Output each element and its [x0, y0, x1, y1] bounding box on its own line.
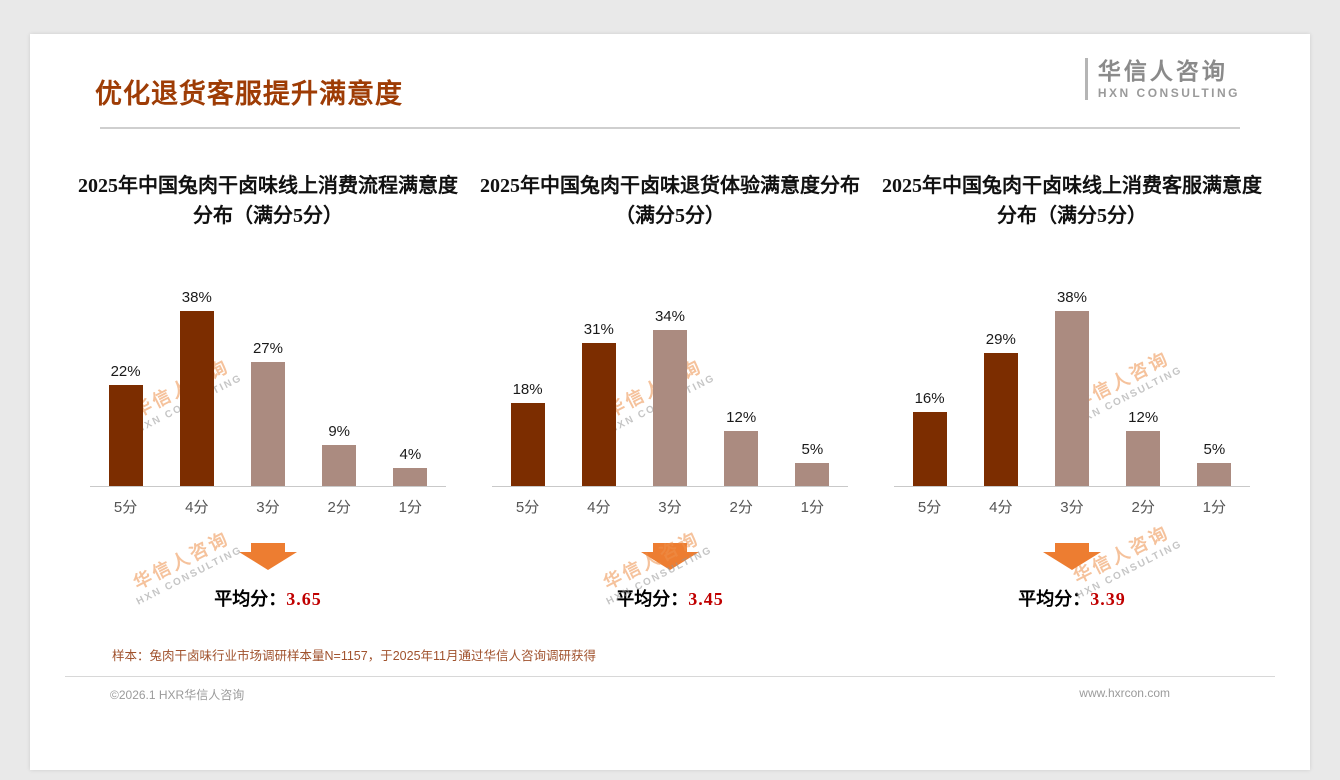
bar-group: 38%: [1040, 289, 1104, 486]
average-value: 3.65: [286, 589, 322, 609]
category-label: 5分: [917, 499, 942, 516]
bar: [1197, 463, 1232, 486]
down-arrow-icon: [1043, 543, 1101, 570]
bar: [652, 330, 687, 486]
bar: [179, 311, 214, 486]
bar: [581, 343, 616, 486]
bar: [912, 412, 947, 486]
bar-value-label: 29%: [985, 331, 1016, 348]
bar-group: 18%: [496, 381, 560, 486]
category-label: 2分: [1131, 499, 1155, 516]
bar-value-label: 5%: [1203, 441, 1226, 458]
logo-subtitle: HXN CONSULTING: [1097, 85, 1240, 100]
chart-title: 2025年中国兔肉干卤味退货体验满意度分布（满分5分）: [480, 175, 860, 227]
bar-group: 22%: [94, 363, 158, 486]
chart-plot-area: 16% 29% 38% 12% 5%: [894, 289, 1250, 487]
category-label: 5分: [515, 499, 540, 516]
charts-row: 2025年中国兔肉干卤味线上消费流程满意度分布（满分5分） 22% 38% 27% 9…: [30, 171, 1310, 611]
bar-chart: 2025年中国兔肉干卤味线上消费流程满意度分布（满分5分） 22% 38% 27% 9…: [72, 171, 464, 611]
average-label: 平均分：: [616, 589, 689, 609]
bar-chart: 2025年中国兔肉干卤味退货体验满意度分布（满分5分） 18% 31% 34% 12%…: [474, 171, 866, 611]
category-label: 4分: [587, 499, 611, 516]
category-label: 1分: [398, 499, 423, 516]
bar: [393, 468, 428, 486]
bar: [1054, 311, 1089, 486]
bar-value-label: 22%: [110, 363, 141, 380]
footer-website: www.hxrcon.com: [1079, 686, 1170, 700]
footer: ©2026.1 HXR华信人咨询 www.hxrcon.com: [65, 676, 1275, 703]
header-divider: [100, 127, 1240, 129]
company-logo: 华信人咨询 HXN CONSULTING: [1084, 58, 1240, 100]
bar-value-label: 38%: [181, 289, 212, 306]
footer-copyright: ©2026.1 HXR华信人咨询: [110, 688, 245, 702]
bar-group: 34%: [638, 308, 702, 486]
category-label: 2分: [729, 499, 753, 516]
average-value: 3.39: [1090, 589, 1126, 609]
page-title: 优化退货客服提升满意度: [95, 79, 403, 109]
arrow-container: [876, 543, 1268, 575]
bar-value-label: 5%: [801, 441, 824, 458]
bar-group: 4%: [378, 446, 442, 486]
bar-group: 27%: [236, 340, 300, 486]
bar-group: 5%: [1182, 441, 1246, 486]
category-label: 3分: [256, 499, 280, 516]
bar-value-label: 18%: [512, 381, 543, 398]
bar: [1126, 431, 1161, 486]
bar-value-label: 4%: [399, 446, 422, 463]
category-label: 3分: [658, 499, 682, 516]
down-arrow-icon: [239, 543, 297, 570]
chart-plot-area: 18% 31% 34% 12% 5%: [492, 291, 848, 487]
logo-name: 华信人咨询: [1097, 58, 1228, 84]
arrow-container: [72, 543, 464, 575]
bar: [795, 463, 830, 486]
chart-category-axis: 5分 4分 3分 2分 1分: [894, 487, 1250, 517]
slide-page: 优化退货客服提升满意度 华信人咨询 HXN CONSULTING 2025年中国…: [30, 34, 1310, 770]
average-value: 3.45: [688, 589, 724, 609]
category-label: 1分: [800, 499, 825, 516]
bar-value-label: 9%: [328, 423, 350, 440]
category-label: 3分: [1060, 499, 1084, 516]
chart-category-axis: 5分 4分 3分 2分 1分: [492, 487, 848, 517]
bar-chart: 2025年中国兔肉干卤味线上消费客服满意度分布（满分5分） 16% 29% 38% 1…: [876, 171, 1268, 611]
average-score: 平均分：3.45: [474, 585, 866, 611]
category-label: 4分: [989, 499, 1013, 516]
header: 优化退货客服提升满意度 华信人咨询 HXN CONSULTING: [30, 34, 1310, 111]
category-label: 5分: [113, 499, 138, 516]
arrow-container: [474, 543, 866, 575]
down-arrow-icon: [641, 543, 699, 570]
chart-category-axis: 5分 4分 3分 2分 1分: [90, 487, 446, 517]
bar-group: 9%: [307, 423, 371, 486]
category-label: 1分: [1202, 499, 1227, 516]
bar-value-label: 27%: [252, 340, 283, 357]
bar-group: 12%: [709, 409, 773, 486]
average-score: 平均分：3.65: [72, 585, 464, 611]
bar: [250, 362, 285, 486]
bar: [983, 353, 1018, 486]
bar-value-label: 12%: [726, 409, 757, 426]
bar-value-label: 31%: [583, 321, 614, 338]
bar-group: 16%: [898, 390, 962, 486]
chart-title: 2025年中国兔肉干卤味线上消费客服满意度分布（满分5分）: [882, 175, 1262, 227]
average-label: 平均分：: [214, 589, 287, 609]
bar-value-label: 34%: [654, 308, 685, 325]
category-label: 2分: [327, 499, 351, 516]
average-label: 平均分：: [1018, 589, 1091, 609]
bar-group: 38%: [165, 289, 229, 486]
bar-group: 29%: [969, 331, 1033, 486]
bar-value-label: 38%: [1056, 289, 1087, 306]
category-label: 4分: [185, 499, 209, 516]
bar-group: 5%: [780, 441, 844, 486]
sample-footnote: 样本：兔肉干卤味行业市场调研样本量N=1157，于2025年11月通过华信人咨询…: [112, 649, 596, 663]
bar: [724, 431, 759, 486]
bar: [322, 445, 357, 486]
bar: [510, 403, 545, 486]
bar: [108, 385, 143, 486]
average-score: 平均分：3.39: [876, 585, 1268, 611]
bar-value-label: 16%: [914, 390, 945, 407]
bar-group: 12%: [1111, 409, 1175, 486]
chart-title: 2025年中国兔肉干卤味线上消费流程满意度分布（满分5分）: [78, 175, 458, 227]
chart-plot-area: 22% 38% 27% 9% 4%: [90, 289, 446, 487]
bar-value-label: 12%: [1128, 409, 1159, 426]
bar-group: 31%: [567, 321, 631, 486]
